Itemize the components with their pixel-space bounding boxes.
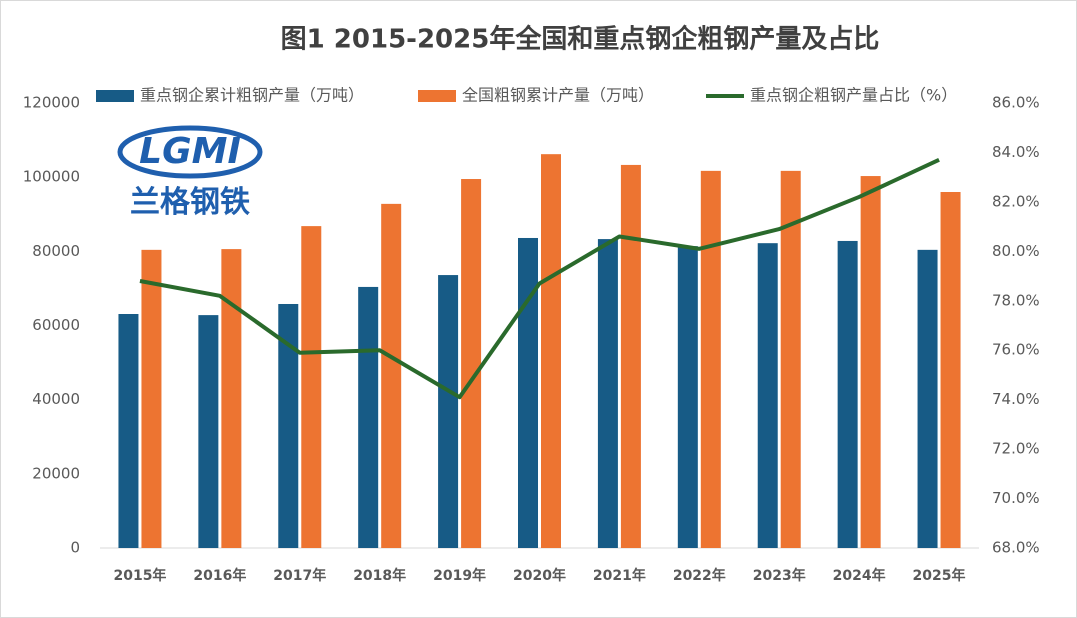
- logo-ring: [117, 125, 263, 179]
- y-tick-label: 80000: [32, 242, 80, 260]
- chart-title: 图1 2015-2025年全国和重点钢企粗钢产量及占比: [281, 24, 880, 55]
- x-tick-label: 2015年: [113, 567, 166, 584]
- x-tick-label: 2018年: [353, 567, 406, 584]
- y2-tick-label: 78.0%: [992, 291, 1040, 309]
- x-tick-label: 2020年: [513, 567, 566, 584]
- y2-tick-label: 72.0%: [992, 440, 1040, 458]
- legend-swatch: [96, 90, 134, 102]
- y-tick-label: 120000: [23, 94, 80, 112]
- bar: [118, 314, 139, 548]
- bar: [358, 286, 379, 548]
- bar: [677, 246, 698, 548]
- bar: [780, 170, 801, 549]
- bar: [620, 164, 641, 548]
- legend-label: 重点钢企累计粗钢产量（万吨）: [140, 86, 364, 105]
- logo-mark: LGMI: [139, 131, 241, 172]
- bar: [198, 315, 219, 548]
- bar: [381, 203, 402, 548]
- bar: [757, 243, 778, 549]
- bar: [141, 249, 162, 548]
- y2-tick-label: 80.0%: [992, 242, 1040, 260]
- bar: [837, 240, 858, 548]
- x-tick-label: 2024年: [833, 567, 886, 584]
- logo: LGMI 兰格钢铁: [117, 125, 263, 220]
- bar: [541, 154, 561, 549]
- bar: [860, 176, 881, 548]
- bar: [438, 275, 459, 548]
- bar: [301, 226, 322, 548]
- x-tick-label: 2023年: [753, 567, 806, 584]
- y2-tick-label: 74.0%: [992, 390, 1040, 408]
- x-tick-label: 2017年: [273, 567, 326, 584]
- y-tick-label: 40000: [32, 390, 80, 408]
- y2-tick-label: 82.0%: [992, 192, 1040, 210]
- legend-swatch: [418, 90, 456, 102]
- bar: [461, 179, 482, 549]
- y2-tick-label: 68.0%: [992, 539, 1040, 557]
- x-tick-label: 2021年: [593, 567, 646, 584]
- y-tick-label: 100000: [23, 168, 80, 186]
- bar: [278, 303, 299, 548]
- y2-tick-label: 86.0%: [992, 94, 1040, 112]
- y-tick-label: 60000: [32, 316, 80, 334]
- logo-name: 兰格钢铁: [130, 185, 250, 220]
- legend-label: 全国粗钢累计产量（万吨）: [462, 86, 654, 105]
- x-tick-label: 2019年: [433, 567, 486, 584]
- bar: [597, 239, 618, 549]
- y2-tick-label: 70.0%: [992, 489, 1040, 507]
- bar: [940, 192, 961, 548]
- y2-tick-label: 84.0%: [992, 143, 1040, 161]
- x-tick-label: 2016年: [193, 567, 246, 584]
- x-tick-label: 2022年: [673, 567, 726, 584]
- bar: [221, 249, 242, 548]
- bar: [917, 249, 938, 548]
- x-tick-label: 2025年: [913, 567, 966, 584]
- y2-tick-label: 76.0%: [992, 341, 1040, 359]
- line: [139, 158, 940, 400]
- legend-label: 重点钢企粗钢产量占比（%）: [750, 86, 957, 105]
- bar: [518, 237, 538, 548]
- bar: [700, 170, 721, 549]
- y-tick-label: 0: [70, 539, 80, 557]
- y-tick-label: 20000: [32, 464, 80, 482]
